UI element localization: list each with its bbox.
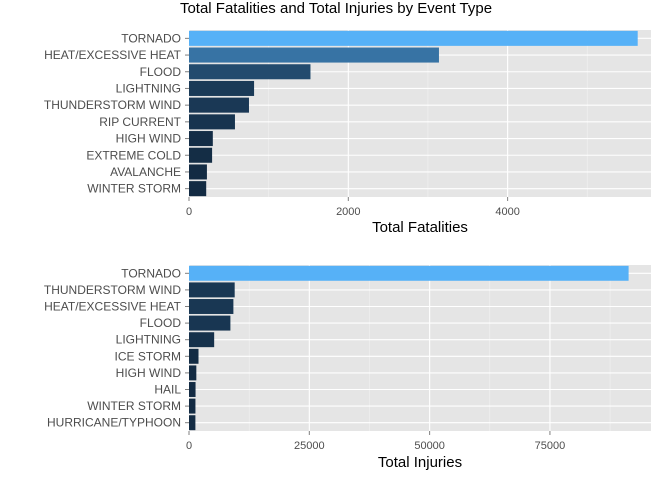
injuries-category-label: HAIL [154,383,181,397]
fatalities-bar [189,181,207,197]
fatalities-category-label: WINTER STORM [87,182,181,196]
injuries-bar [189,265,629,281]
injuries-category-label: WINTER STORM [87,399,181,413]
fatalities-chart: Total Fatalities TORNADO HEAT/EXCESSIVE H… [44,30,651,236]
fatalities-x-tick-label: 4000 [495,206,519,218]
fatalities-bar [189,114,235,130]
fatalities-x-axis-title: Total Fatalities [372,219,468,236]
fatalities-x-tick-label: 0 [186,206,192,218]
fatalities-bar [189,147,213,163]
fatalities-bar [189,80,255,96]
fatalities-bar [189,47,439,63]
fatalities-x-tick-label: 2000 [336,206,360,218]
fatalities-category-label: HIGH WIND [116,132,182,146]
fatalities-category-label: EXTREME COLD [86,148,181,162]
chart-title: Total Fatalities and Total Injuries by E… [180,0,492,17]
injuries-bar [189,365,197,381]
injuries-x-axis-title: Total Injuries [378,454,462,471]
injuries-bar [189,332,215,348]
fatalities-category-label: TORNADO [121,31,181,45]
injuries-x-tick-label: 50000 [414,440,445,452]
injuries-category-label: HURRICANE/TYPHOON [47,416,181,430]
fatalities-bar [189,30,638,46]
injuries-x-tick-label: 25000 [294,440,325,452]
injuries-bar [189,415,196,431]
injuries-category-label: ICE STORM [115,349,181,363]
injuries-category-label: LIGHTNING [116,333,181,347]
injuries-chart: Total Injuries TORNADO THUNDERSTORM WIND H… [44,265,651,471]
injuries-x-tick-label: 75000 [535,440,566,452]
injuries-bar [189,382,196,397]
fatalities-bar [189,131,213,147]
fatalities-category-label: AVALANCHE [110,165,181,179]
injuries-bar [189,348,199,364]
fatalities-category-label: FLOOD [140,65,182,79]
injuries-category-label: HEAT/EXCESSIVE HEAT [44,300,182,314]
injuries-bar [189,299,234,314]
injuries-category-label: TORNADO [121,266,181,280]
injuries-bar [189,282,235,298]
injuries-bar [189,398,196,414]
fatalities-bar [189,164,207,180]
injuries-category-label: THUNDERSTORM WIND [44,283,181,297]
fatalities-category-label: THUNDERSTORM WIND [44,98,181,112]
injuries-x-tick-label: 0 [186,440,192,452]
injuries-panel-background [189,265,651,431]
fatalities-bar [189,97,249,113]
fatalities-category-label: RIP CURRENT [99,115,181,129]
fatalities-category-label: LIGHTNING [116,81,181,95]
fatalities-bar [189,64,311,80]
injuries-bar [189,315,231,331]
injuries-category-label: FLOOD [140,316,182,330]
injuries-category-label: HIGH WIND [116,366,182,380]
fatalities-category-label: HEAT/EXCESSIVE HEAT [44,48,182,62]
